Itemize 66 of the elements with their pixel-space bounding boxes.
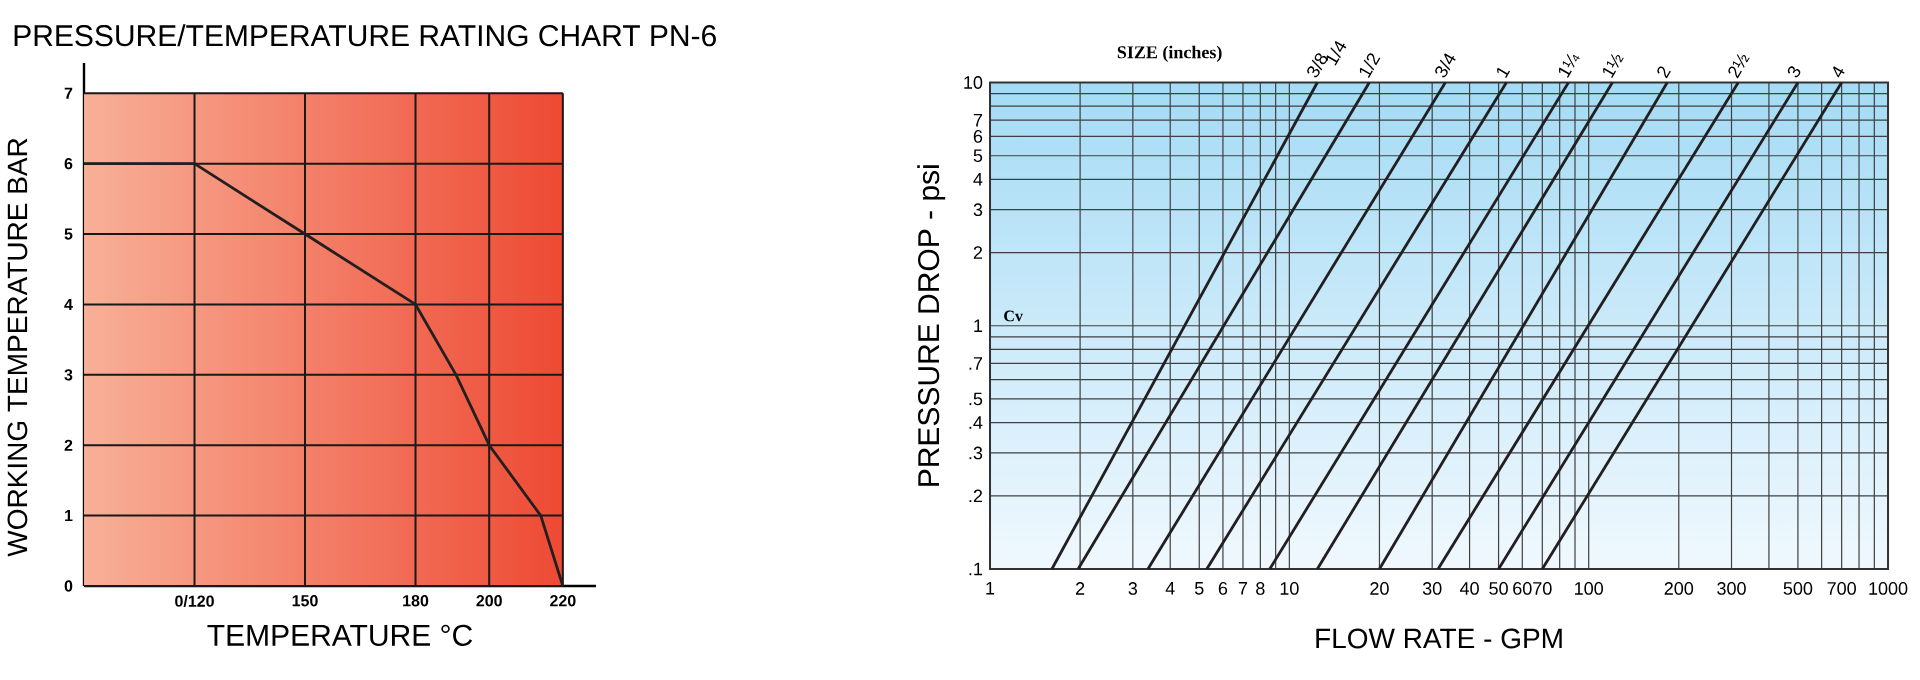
y-tick-label: .2 [969, 489, 983, 503]
x-tick-label: 0/120 [175, 595, 214, 607]
y-axis-title: PRESSURE DROP - psi [917, 165, 946, 486]
text: 2½ [1728, 53, 1750, 79]
x-tick-label: 2 [1076, 582, 1085, 595]
x-axis-title: TEMPERATURE °C [207, 624, 473, 646]
x-tick-label: 7 [1238, 582, 1248, 595]
text: 4 [1833, 66, 1845, 78]
y-tick-label: .7 [969, 357, 983, 370]
x-tick-label: 60 [1513, 582, 1532, 595]
y-tick-label: .4 [969, 416, 983, 429]
x-tick-label: 3 [1128, 582, 1138, 595]
y-tick-label: 1 [974, 319, 983, 332]
text: 1½ [1603, 53, 1624, 79]
y-tick-label: 2 [973, 246, 983, 259]
y-tick-label: 3 [64, 369, 73, 381]
x-tick-label: 6 [1218, 582, 1228, 595]
text: 3/8 [1307, 53, 1328, 78]
y-tick-label: 6 [973, 130, 983, 143]
x-axis-title: FLOW RATE - GPM [1316, 628, 1562, 649]
x-tick-label: 180 [403, 595, 429, 607]
text: 3 [1787, 66, 1801, 78]
x-tick-label: 200 [476, 595, 502, 607]
x-tick-label: 4 [1165, 582, 1175, 595]
chart-title: PRESSURE/TEMPERATURE RATING CHART PN-6 [14, 24, 716, 47]
x-tick-label: 70 [1533, 582, 1552, 595]
x-tick-label: 200 [1664, 582, 1694, 595]
x-tick-label: 5 [1194, 582, 1204, 595]
y-tick-label: 1 [65, 510, 73, 522]
text: 3/4 [1435, 53, 1456, 78]
y-tick-label: 6 [64, 158, 73, 170]
y-tick-label: 0 [64, 580, 73, 592]
x-tick-label: 50 [1489, 582, 1508, 595]
x-tick-label: 150 [292, 595, 318, 607]
y-tick-label: .3 [969, 446, 983, 460]
y-tick-label: 2 [64, 439, 73, 451]
x-tick-label: 500 [1783, 582, 1813, 595]
x-tick-label: 100 [1575, 582, 1604, 595]
x-tick-label: 20 [1370, 582, 1389, 595]
y-tick-label: 3 [973, 203, 983, 217]
legend-title: SIZE (inches) [1117, 45, 1222, 62]
x-tick-label: 8 [1256, 582, 1265, 595]
y-tick-label: 10 [964, 76, 983, 89]
y-tick-label: 4 [64, 298, 73, 310]
x-tick-label: 700 [1827, 582, 1856, 595]
y-tick-label: .1 [969, 562, 983, 576]
x-tick-label: 10 [1280, 582, 1299, 595]
x-tick-label: 1 [986, 582, 995, 595]
x-tick-label: 40 [1459, 582, 1479, 595]
text: 1¼ [1558, 53, 1580, 78]
text: 2 [1657, 66, 1671, 79]
text: 1/2 [1359, 53, 1381, 78]
y-tick-label: 5 [973, 149, 983, 163]
y-tick-label: 5 [64, 228, 73, 240]
y-tick-label: 4 [973, 173, 983, 186]
y-tick-label: 7 [973, 113, 983, 127]
x-tick-label: 1000 [1869, 582, 1908, 595]
x-tick-label: 300 [1717, 582, 1746, 595]
y-axis-title: WORKING TEMPERATURE BAR [7, 138, 28, 557]
x-tick-label: 220 [550, 595, 576, 607]
annotation: 1/4 [1326, 40, 1347, 66]
annotation: Cv [1004, 310, 1023, 322]
y-tick-label: .5 [969, 392, 983, 406]
text: 1 [1497, 67, 1511, 79]
x-tick-label: 30 [1422, 582, 1442, 595]
y-tick-label: 7 [64, 87, 73, 99]
